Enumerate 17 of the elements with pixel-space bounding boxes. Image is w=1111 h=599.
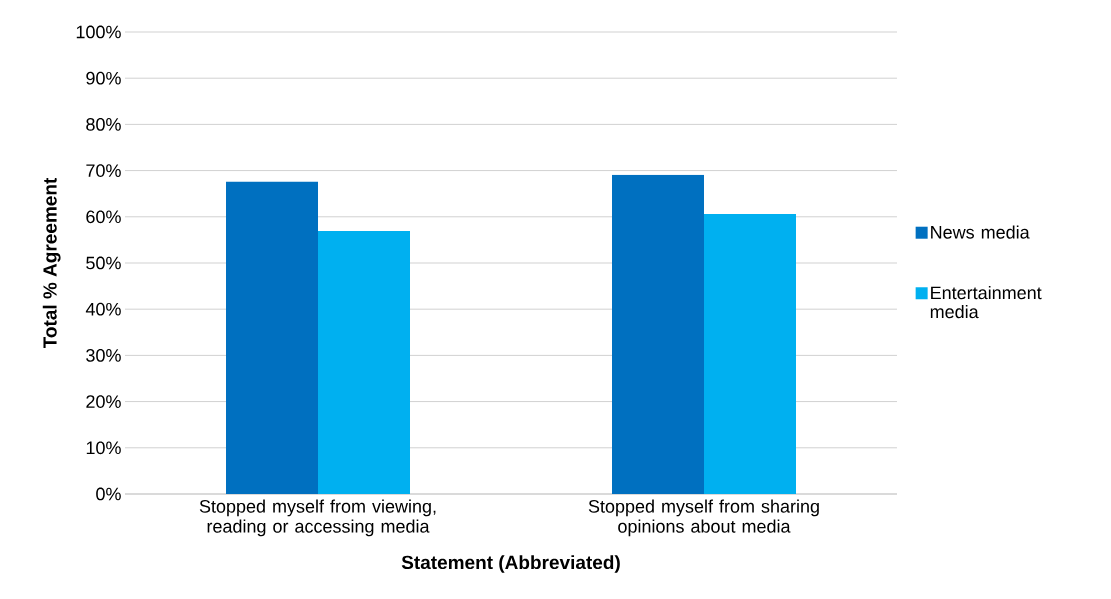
x-tick-label: Stopped myself from sharing opinions about media: [588, 499, 819, 537]
y-tick-label: 50%: [86, 256, 121, 270]
y-tick-label: 100%: [76, 25, 121, 39]
x-axis-title: Statement (Abbreviated): [401, 555, 620, 573]
y-tick-label: 70%: [86, 164, 121, 177]
y-tick-label: 30%: [86, 349, 121, 362]
y-axis-title: Total % Agreement: [42, 177, 61, 349]
legend-label: Entertainment media: [930, 285, 1042, 319]
x-tick-label: Stopped myself from viewing, reading or accessing media: [199, 499, 436, 537]
y-tick-label: 10%: [86, 441, 121, 455]
y-tick-label: 80%: [86, 118, 121, 131]
y-tick-label: 90%: [86, 71, 121, 85]
y-tick-label: 0%: [96, 487, 121, 501]
y-tick-label: 60%: [86, 210, 121, 224]
legend-label: News media: [931, 225, 1030, 239]
y-tick-label: 40%: [85, 302, 121, 316]
y-tick-label: 20%: [86, 395, 121, 408]
